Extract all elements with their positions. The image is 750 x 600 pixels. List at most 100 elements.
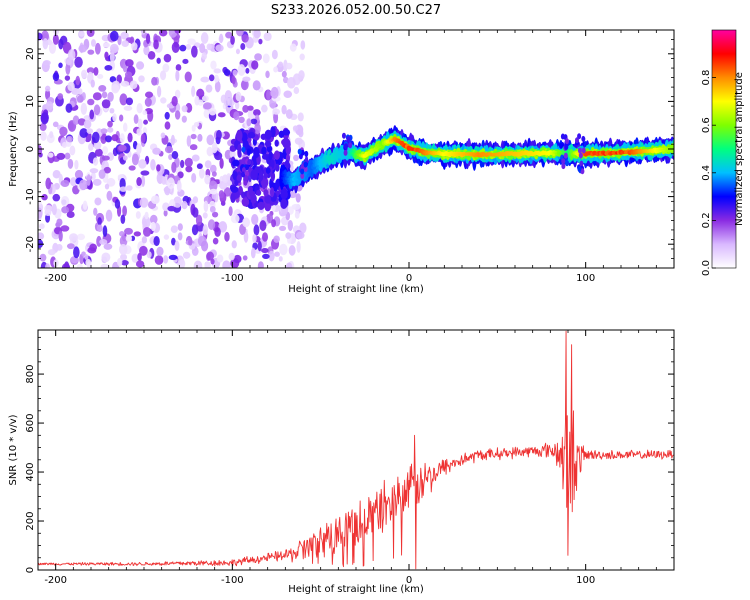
heatmap-noise-cell — [285, 62, 293, 70]
heatmap-noise-cell — [147, 50, 156, 60]
heatmap-noise-cell — [291, 203, 301, 211]
heatmap-noise-cell — [120, 214, 126, 225]
heatmap-noise-cell — [124, 227, 133, 235]
heatmap-noise-cell — [191, 85, 196, 98]
heatmap-noise-cell — [97, 73, 104, 80]
heatmap-noise-cell — [94, 42, 101, 55]
x-tick-label: 100 — [576, 575, 595, 586]
heatmap-noise-cell — [253, 109, 261, 116]
heatmap-noise-cell — [295, 193, 301, 203]
heatmap-noise-cell — [262, 53, 270, 64]
heatmap-noise-cell — [195, 214, 203, 226]
heatmap-noise-cell — [98, 85, 107, 92]
heatmap-noise-cell — [90, 172, 96, 181]
heatmap-noise-cell — [103, 166, 112, 174]
heatmap-noise-cell — [101, 252, 111, 263]
heatmap-noise-cell — [72, 115, 80, 126]
colorbar-ticks: 0.0 0.2 0.4 0.6 0.8 — [701, 70, 716, 276]
heatmap-noise-cell — [233, 171, 238, 180]
heatmap-noise-cell — [188, 238, 193, 246]
heatmap-noise-cell — [261, 146, 267, 156]
heatmap-noise-cell — [264, 129, 272, 140]
heatmap-noise-cell — [261, 248, 269, 254]
heatmap-noise-cell — [60, 195, 70, 207]
heatmap-noise-cell — [168, 153, 173, 160]
heatmap-flare-cell — [561, 158, 566, 165]
heatmap-noise-cell — [136, 177, 142, 187]
heatmap-noise-cell — [237, 64, 246, 76]
heatmap-noise-cell — [131, 42, 138, 51]
heatmap-noise-cell — [122, 155, 128, 161]
heatmap-noise-cell — [136, 143, 142, 155]
heatmap-noise-cell — [295, 231, 305, 240]
heatmap-noise-cell — [112, 113, 117, 122]
heatmap-noise-cell — [78, 30, 85, 37]
spectrogram-x-axis: -200 -100 0 100 — [37, 30, 675, 284]
heatmap-noise-cell — [219, 158, 224, 169]
heatmap-noise-cell — [300, 40, 306, 50]
heatmap-noise-cell — [177, 223, 183, 231]
heatmap-noise-cell — [251, 213, 259, 225]
heatmap-noise-cell — [101, 155, 110, 161]
heatmap-noise-cell — [137, 252, 142, 262]
heatmap-noise-cell — [119, 133, 125, 144]
heatmap-noise-cell — [39, 253, 47, 262]
heatmap-noise-cell — [144, 97, 152, 107]
heatmap-noise-cell — [230, 193, 236, 204]
heatmap-noise-cell — [179, 44, 187, 52]
heatmap-noise-cell — [131, 253, 140, 263]
heatmap-noise-cell — [181, 201, 188, 210]
heatmap-noise-cell — [57, 93, 64, 100]
heatmap-noise-cell — [259, 220, 267, 232]
heatmap-noise-cell — [250, 247, 256, 259]
heatmap-noise-cell — [92, 92, 102, 101]
heatmap-noise-cell — [204, 261, 212, 268]
heatmap-noise-cell — [74, 56, 83, 68]
heatmap-noise-cell — [236, 30, 244, 37]
heatmap-noise-cell — [129, 80, 138, 89]
heatmap-noise-cell — [214, 80, 221, 93]
heatmap-noise-cell — [279, 225, 287, 232]
heatmap-noise-cell — [89, 109, 95, 120]
y-tick-label: -20 — [25, 236, 36, 252]
heatmap-noise-cell — [151, 76, 158, 86]
heatmap-noise-cell — [246, 118, 252, 127]
heatmap-noise-cell — [249, 190, 256, 197]
heatmap-flare-cell — [241, 158, 246, 165]
heatmap-noise-cell — [250, 169, 258, 181]
heatmap-noise-cell — [56, 152, 66, 160]
heatmap-noise-cell — [140, 170, 150, 176]
heatmap-noise-cell — [156, 246, 164, 256]
heatmap-noise-cell — [93, 207, 98, 216]
heatmap-noise-cell — [265, 167, 271, 174]
heatmap-noise-cell — [215, 44, 224, 52]
heatmap-flare-cell — [565, 160, 570, 167]
heatmap-noise-cell — [191, 154, 200, 162]
heatmap-noise-cell — [60, 179, 70, 187]
heatmap-noise-cell — [94, 148, 103, 157]
heatmap-noise-cell — [139, 245, 148, 256]
heatmap-noise-cell — [196, 88, 205, 99]
heatmap-noise-cell — [89, 243, 98, 252]
heatmap-noise-cell — [287, 219, 293, 231]
heatmap-noise-cell — [222, 260, 231, 268]
heatmap-noise-cell — [187, 38, 196, 45]
heatmap-noise-cell — [106, 177, 116, 187]
heatmap-noise-cell — [174, 89, 181, 99]
heatmap-noise-cell — [228, 252, 235, 261]
heatmap-noise-cell — [283, 59, 288, 72]
heatmap-noise-cell — [175, 64, 182, 71]
heatmap-noise-cell — [200, 32, 209, 44]
heatmap-noise-cell — [279, 243, 288, 256]
colorbar-label: Normalized spectral amplitude — [734, 72, 745, 226]
heatmap-noise-cell — [196, 163, 203, 170]
heatmap-noise-cell — [218, 221, 228, 233]
heatmap-noise-cell — [152, 147, 161, 155]
heatmap-noise-cell — [119, 93, 128, 106]
heatmap-noise-cell — [186, 135, 192, 147]
heatmap-noise-cell — [288, 245, 296, 256]
heatmap-noise-cell — [79, 179, 88, 191]
heatmap-noise-cell — [123, 122, 128, 132]
heatmap-noise-cell — [120, 260, 129, 266]
heatmap-noise-cell — [69, 145, 76, 156]
